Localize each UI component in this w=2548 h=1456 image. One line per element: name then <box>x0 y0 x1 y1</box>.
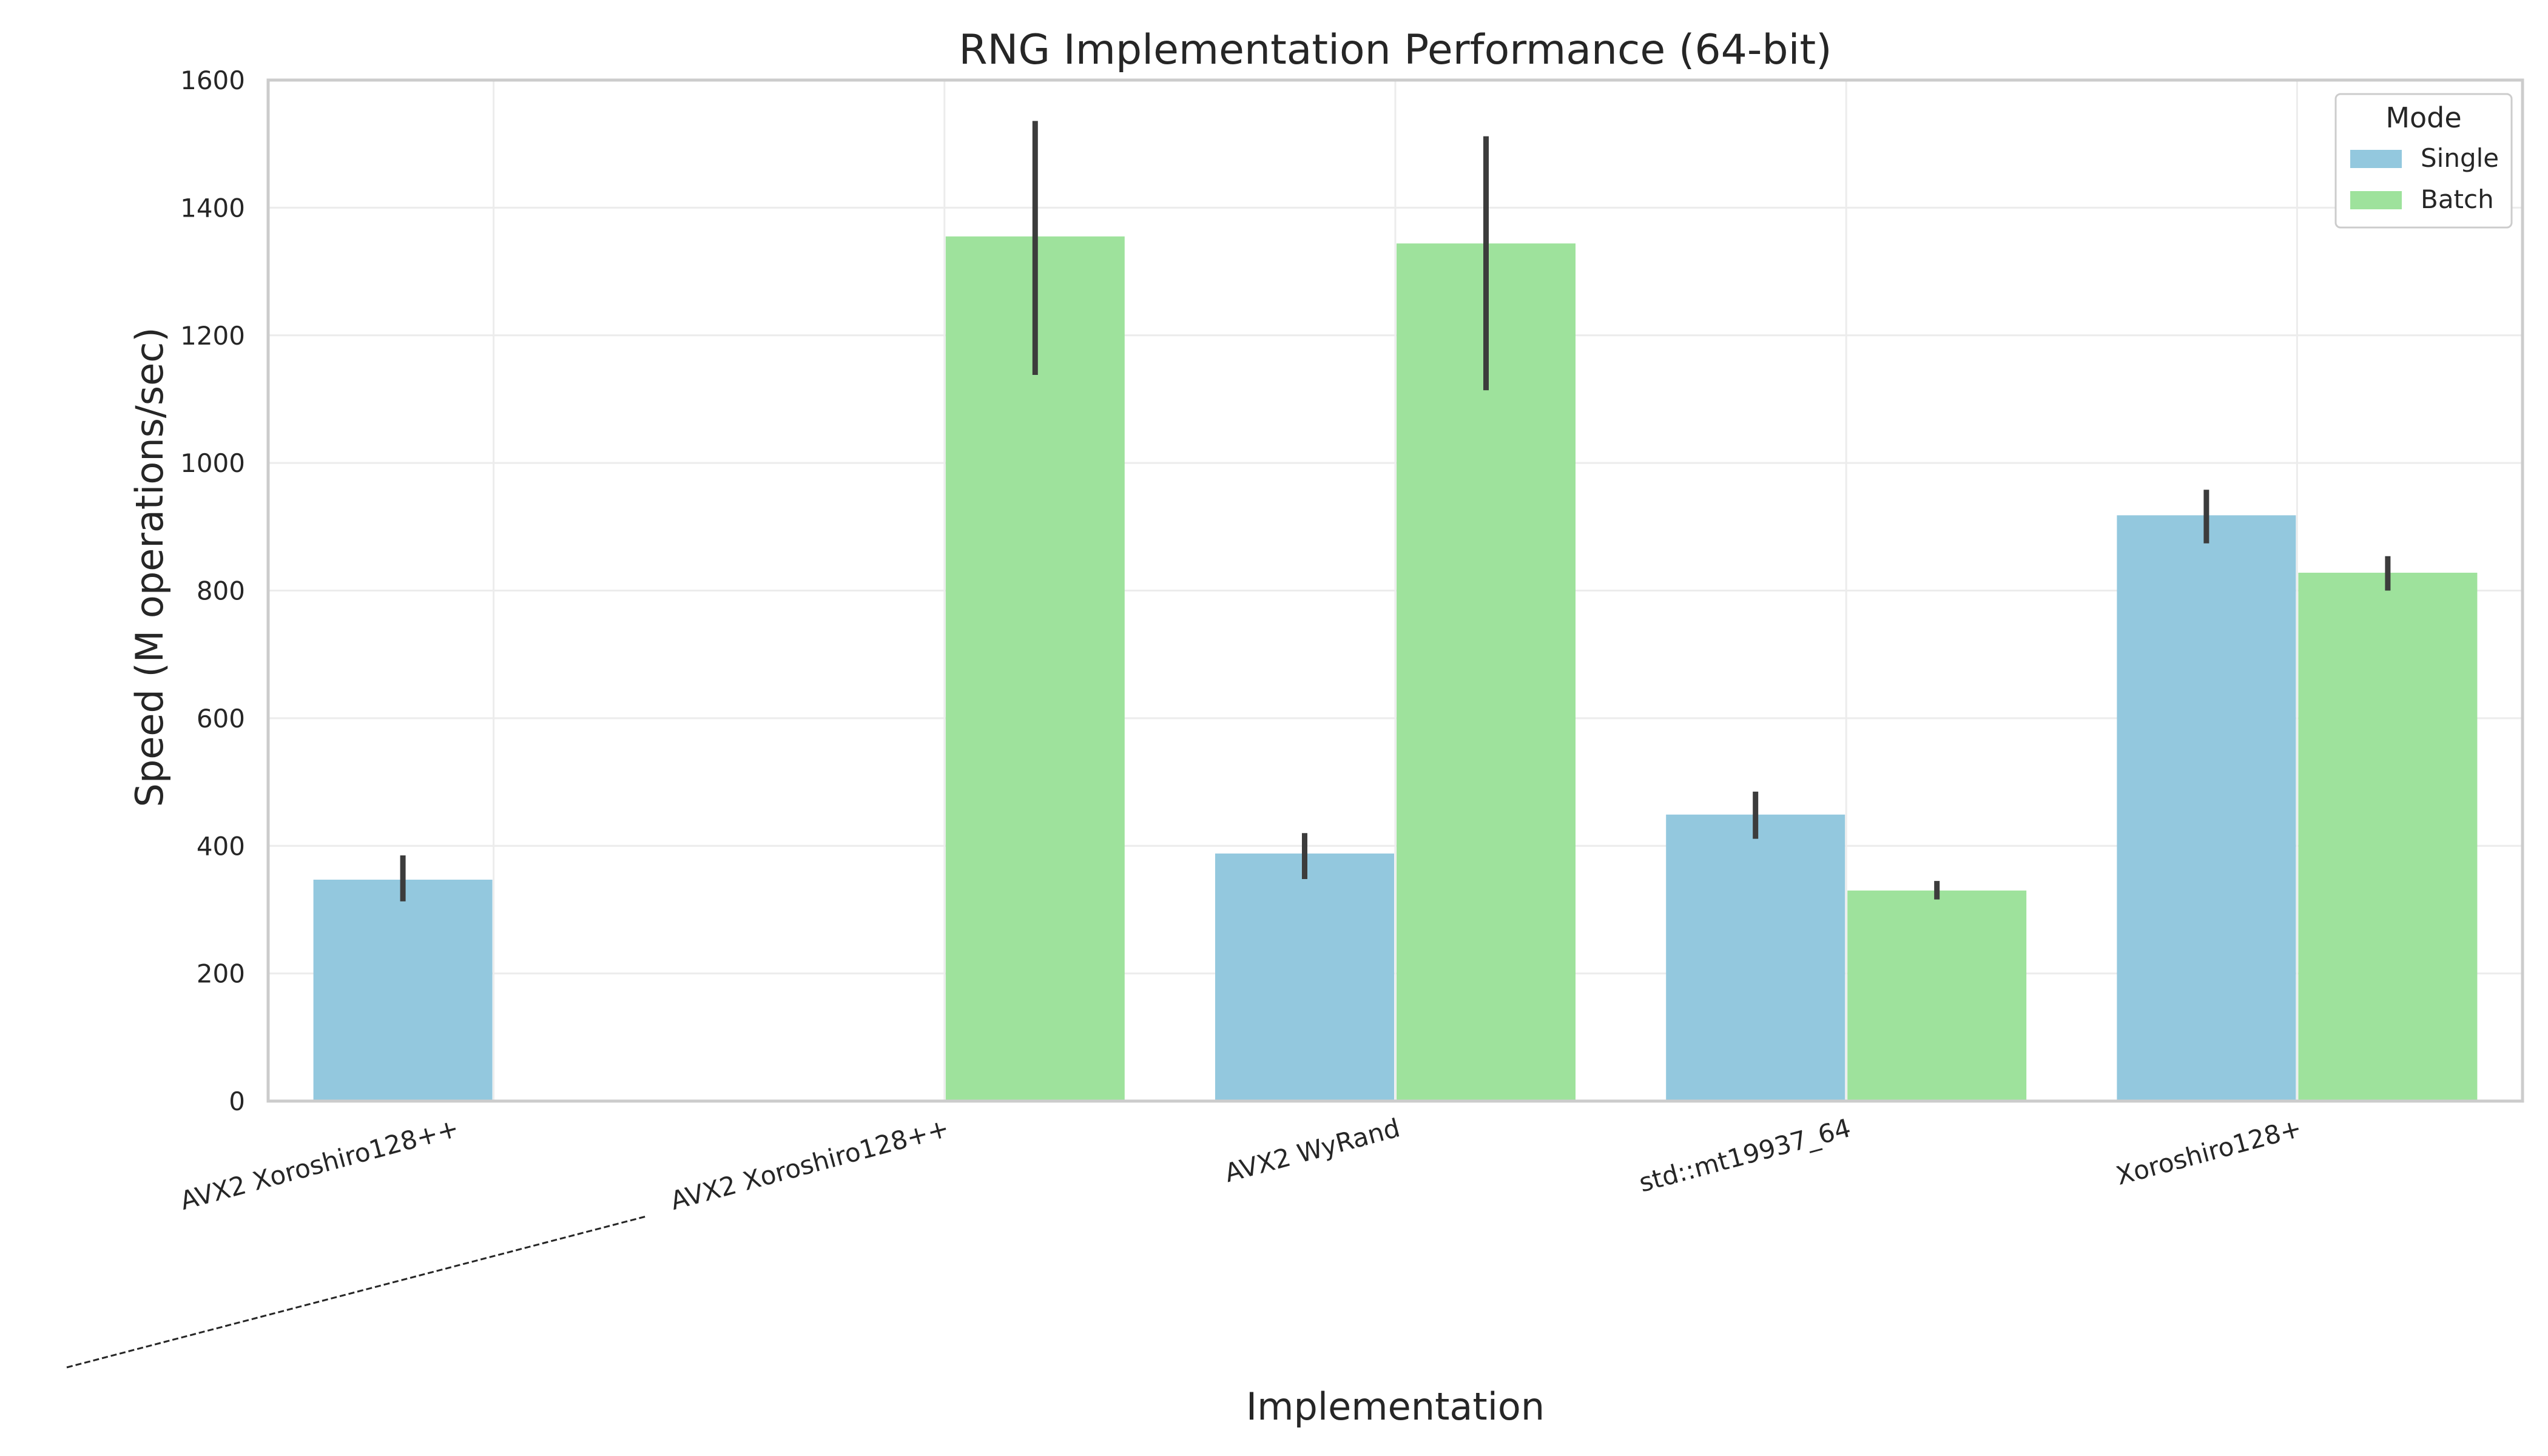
legend-swatch-single <box>2350 150 2402 168</box>
bar-batch <box>1847 890 2027 1101</box>
legend-title: Mode <box>2385 101 2461 134</box>
y-tick-label: 1000 <box>180 448 245 478</box>
y-ticks: 0 200 400 600 800 1000 1200 1400 1600 <box>180 66 245 1116</box>
legend: Mode Single Batch <box>2334 93 2513 229</box>
grid <box>268 79 2523 1102</box>
y-tick-label: 1600 <box>180 66 245 95</box>
x-tick-label: Xoroshiro128+ <box>2113 1113 2305 1191</box>
legend-swatch-batch <box>2350 191 2402 209</box>
y-tick-label: 800 <box>197 576 245 606</box>
plot-frame <box>266 78 2524 1103</box>
bar-single <box>2117 515 2296 1101</box>
y-tick-label: 1400 <box>180 193 245 223</box>
y-axis-label: Speed (M operations/sec) <box>127 327 172 807</box>
x-axis-label: Implementation <box>1246 1384 1545 1429</box>
y-tick-label: 600 <box>197 704 245 733</box>
x-tick-label: std::mt19937_64 <box>1636 1113 1854 1198</box>
y-tick-label: 400 <box>197 831 245 861</box>
bar-single <box>1215 853 1394 1101</box>
bar-batch <box>945 236 1125 1102</box>
legend-label-batch: Batch <box>2421 184 2494 214</box>
bar-batch <box>2298 573 2478 1101</box>
x-tick-label: AVX2 Xoroshiro128++ <box>177 1113 462 1216</box>
error-bars <box>400 121 2391 902</box>
y-tick-label: 1200 <box>180 321 245 351</box>
bar-single <box>1666 814 1845 1101</box>
y-tick-label: 0 <box>229 1087 245 1116</box>
chart-title: RNG Implementation Performance (64-bit) <box>959 26 1832 74</box>
y-tick-label: 200 <box>197 959 245 989</box>
bar-single <box>313 879 493 1101</box>
x-ticks: AVX2 Xoroshiro128++ AVX2 Xoroshiro128++ AV… <box>177 1113 2305 1216</box>
legend-label-single: Single <box>2421 143 2499 173</box>
x-tick-label: AVX2 WyRand <box>1221 1113 1403 1188</box>
x-tick-label: AVX2 Xoroshiro128++ <box>667 1113 952 1216</box>
label-leader-line <box>66 1215 647 1369</box>
